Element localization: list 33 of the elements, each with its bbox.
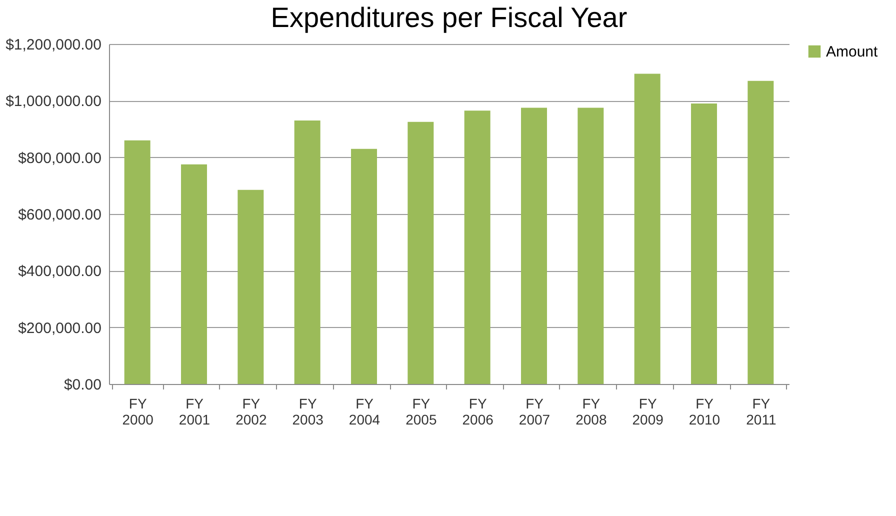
y-tick-label: $400,000.00 xyxy=(18,263,102,280)
chart-title: Expenditures per Fiscal Year xyxy=(270,2,628,33)
x-tick-label: FY 2010 xyxy=(688,396,720,428)
x-tick-label: FY 2008 xyxy=(576,396,607,428)
x-tick-label: FY 2003 xyxy=(292,396,324,428)
bar xyxy=(238,190,264,384)
y-tick-label: $600,000.00 xyxy=(18,206,102,224)
x-tick-label: FY 2004 xyxy=(348,396,380,428)
bar xyxy=(578,108,604,384)
legend-label: Amount xyxy=(826,44,879,60)
bar xyxy=(181,164,207,384)
bar xyxy=(691,104,717,384)
bar xyxy=(408,122,434,384)
x-tick-label: FY 2006 xyxy=(462,396,494,428)
bar xyxy=(351,148,377,384)
bar xyxy=(634,74,660,384)
bar xyxy=(521,108,547,384)
y-tick-label: $1,000,000.00 xyxy=(6,93,102,110)
x-tick-label: FY 2002 xyxy=(236,396,267,428)
x-tick-label: FY 2005 xyxy=(406,396,437,428)
y-tick-label: $200,000.00 xyxy=(18,320,102,337)
x-tick-label: FY 2007 xyxy=(518,396,550,428)
y-tick-label: $800,000.00 xyxy=(18,150,102,167)
bar xyxy=(748,80,774,384)
y-tick-label: $1,200,000.00 xyxy=(6,36,102,54)
x-tick-label: FY 2000 xyxy=(122,396,154,428)
y-tick-label: $0.00 xyxy=(64,376,102,394)
x-tick-label: FY 2009 xyxy=(632,396,664,428)
bar xyxy=(294,120,320,384)
x-tick-label: FY 2001 xyxy=(178,396,210,428)
x-tick-label: FY 2011 xyxy=(746,396,776,428)
bar xyxy=(464,110,490,384)
bar xyxy=(124,140,150,384)
